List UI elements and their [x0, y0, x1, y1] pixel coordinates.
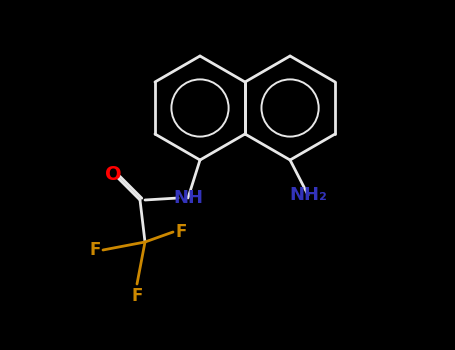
- Text: O: O: [105, 166, 121, 184]
- Text: F: F: [89, 241, 101, 259]
- Text: F: F: [131, 287, 143, 305]
- Text: NH: NH: [173, 189, 203, 207]
- Text: F: F: [175, 223, 187, 241]
- Text: NH₂: NH₂: [289, 186, 327, 204]
